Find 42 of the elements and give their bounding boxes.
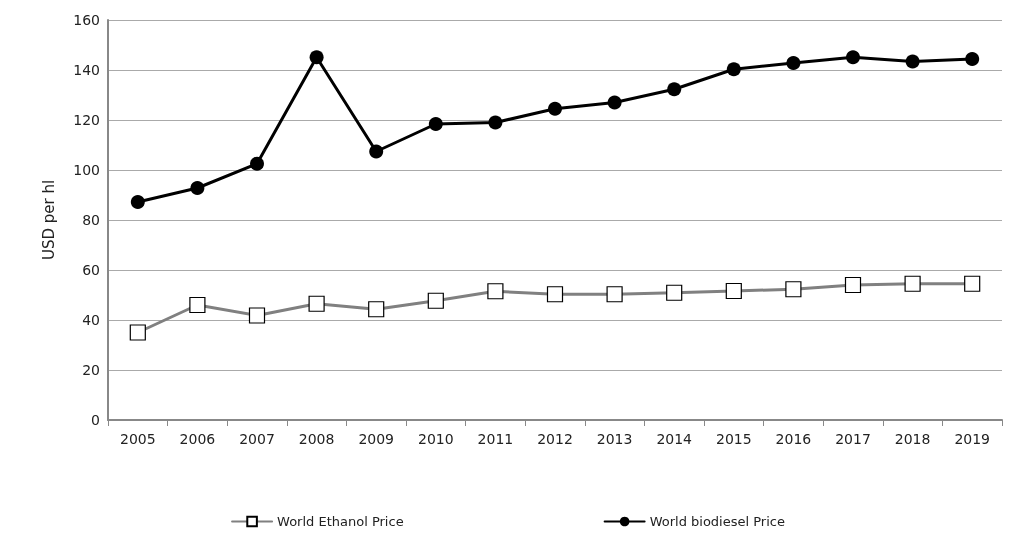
x-tick-label: 2009 xyxy=(358,431,395,447)
legend-label: World Ethanol Price xyxy=(277,514,404,529)
point xyxy=(726,62,741,77)
x-tick-label: 2010 xyxy=(417,431,454,447)
x-tick-label: 2013 xyxy=(596,431,633,447)
x-tick-label: 2014 xyxy=(656,431,693,447)
y-axis-title: USD per hl xyxy=(39,179,58,261)
y-tick-label: 140 xyxy=(73,62,100,78)
point xyxy=(309,50,324,65)
point xyxy=(130,195,145,209)
x-tick-label: 2017 xyxy=(835,431,871,447)
y-tick-label: 40 xyxy=(82,312,100,328)
x-tick-label: 2018 xyxy=(894,431,931,447)
point xyxy=(250,156,264,171)
x-tick-label: 2008 xyxy=(298,431,335,447)
point xyxy=(905,54,920,69)
y-tick-label: 100 xyxy=(73,162,100,178)
point xyxy=(369,144,384,159)
y-tick-label: 80 xyxy=(82,212,100,228)
x-tick-label: 2007 xyxy=(239,431,275,447)
y-tick-label: 160 xyxy=(73,12,100,28)
point xyxy=(846,50,860,65)
y-tick-label: 20 xyxy=(82,362,100,378)
x-tick-label: 2006 xyxy=(179,431,216,447)
x-tick-label: 2011 xyxy=(477,431,514,447)
y-tick-label: 60 xyxy=(82,262,100,278)
point xyxy=(965,52,980,66)
legend-label: World biodiesel Price xyxy=(649,514,785,529)
y-tick-label: 120 xyxy=(73,112,100,128)
point xyxy=(190,181,205,195)
x-tick-label: 2005 xyxy=(119,431,156,447)
y-tick-label: 0 xyxy=(91,412,100,428)
x-tick-label: 2016 xyxy=(775,431,812,447)
point xyxy=(488,115,503,130)
point xyxy=(428,117,443,131)
point xyxy=(548,101,562,116)
x-tick-label: 2012 xyxy=(537,431,573,447)
point xyxy=(786,56,801,70)
x-tick-label: 2019 xyxy=(954,431,991,447)
point xyxy=(667,82,682,97)
x-tick-label: 2015 xyxy=(715,431,752,447)
point xyxy=(607,95,622,110)
